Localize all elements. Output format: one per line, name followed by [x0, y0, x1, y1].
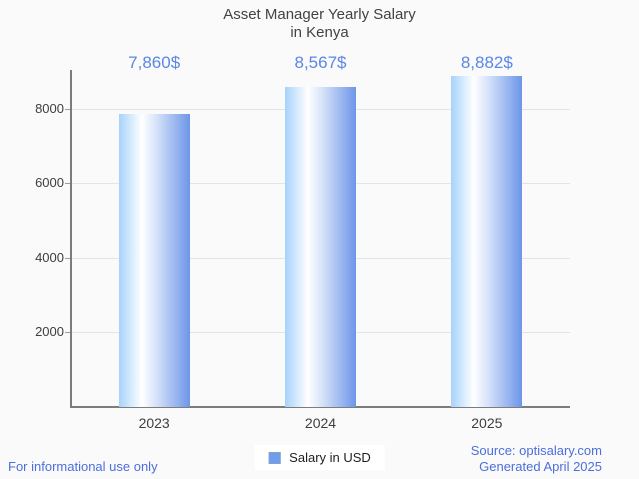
bar-value-label: 8,882$	[460, 53, 513, 72]
bar-value-label: 8,567$	[294, 53, 347, 72]
y-axis-line	[70, 70, 72, 407]
bar	[118, 113, 190, 407]
bar-value-label: 7,860$	[128, 53, 181, 72]
bar	[285, 87, 356, 407]
chart-title-line1: Asset Manager Yearly Salary	[223, 6, 416, 23]
legend: Salary in USD	[254, 445, 385, 470]
source-block: Source: optisalary.com Generated April 2…	[471, 443, 602, 475]
y-tick-mark	[65, 257, 71, 259]
y-tick-mark	[65, 183, 71, 185]
y-tick-label: 6000	[35, 175, 64, 191]
generated-text: Generated April 2025	[479, 459, 602, 474]
x-axis-line	[70, 406, 570, 408]
bar	[451, 75, 523, 407]
chart-title-line2: in Kenya	[290, 24, 349, 41]
y-tick-label: 2000	[35, 324, 64, 340]
y-tick-label: 4000	[35, 249, 64, 265]
legend-marker-swatch	[268, 451, 281, 464]
x-category-label: 2023	[138, 415, 170, 431]
x-category-label: 2025	[471, 415, 503, 431]
source-text: Source: optisalary.com	[470, 443, 602, 458]
y-tick-label: 8000	[35, 100, 64, 116]
disclaimer-text: For informational use only	[8, 459, 158, 474]
y-tick-mark	[65, 108, 71, 110]
legend-label: Salary in USD	[289, 450, 371, 465]
y-tick-mark	[65, 332, 71, 334]
x-category-label: 2024	[304, 415, 337, 431]
